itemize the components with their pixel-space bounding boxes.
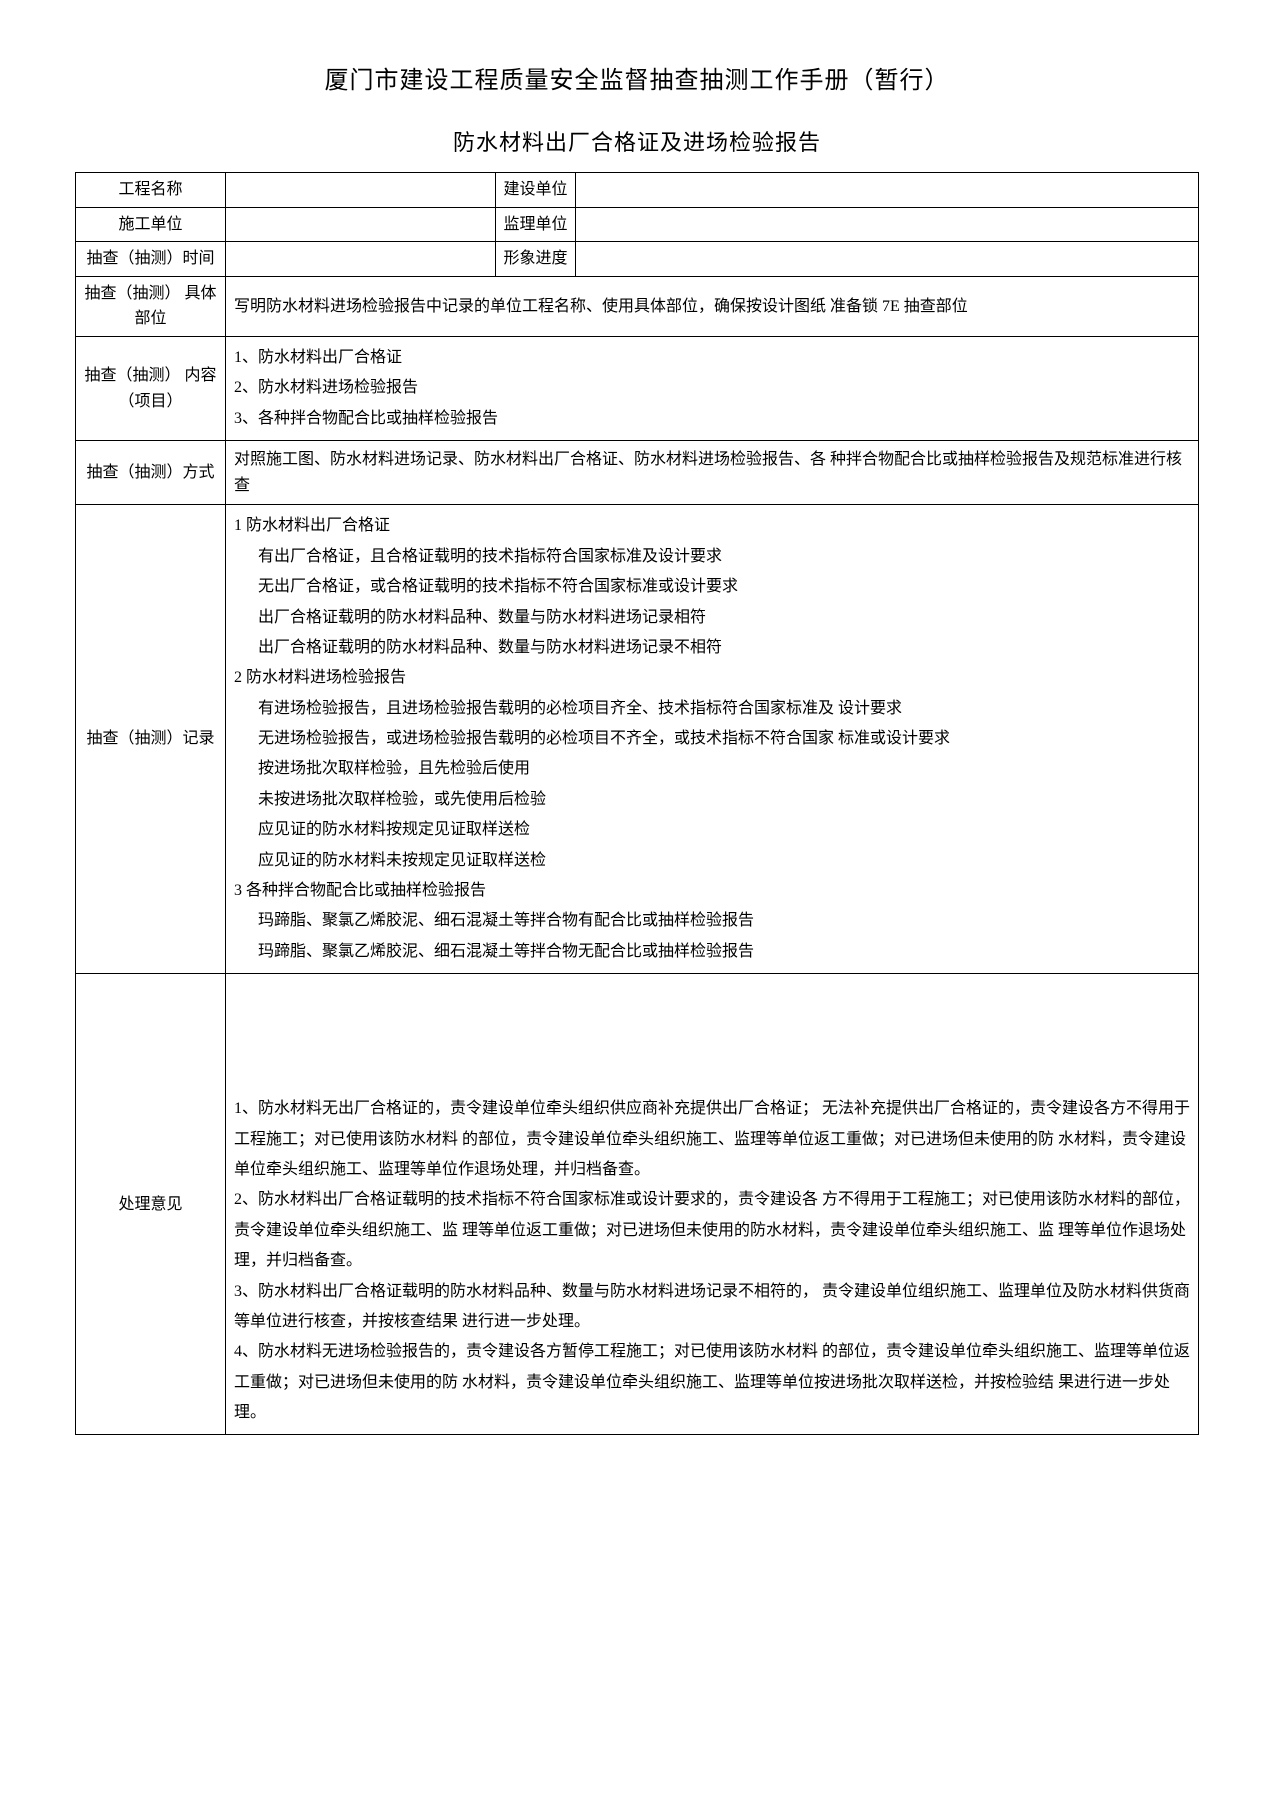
record-l2b: 无进场检验报告，或进场检验报告载明的必检项目不齐全，或技术指标不符合国家 标准或… <box>234 724 1190 754</box>
project-name-label: 工程名称 <box>76 173 226 208</box>
progress-value <box>576 242 1199 277</box>
record-h1: 1 防水材料出厂合格证 <box>234 517 390 534</box>
content-body: 1、防水材料出厂合格证 2、防水材料进场检验报告 3、各种拌合物配合比或抽样检验… <box>226 336 1199 440</box>
location-content: 写明防水材料进场检验报告中记录的单位工程名称、使用具体部位，确保按设计图纸 准备… <box>226 276 1199 336</box>
inspect-time-value <box>226 242 496 277</box>
section-record: 抽查（抽测）记录 1 防水材料出厂合格证 有出厂合格证，且合格证载明的技术指标符… <box>76 505 1199 974</box>
content-line-2: 2、防水材料进场检验报告 <box>234 379 418 396</box>
record-l2a: 有进场检验报告，且进场检验报告载明的必检项目齐全、技术指标符合国家标准及 设计要… <box>234 694 1190 724</box>
build-unit-label: 建设单位 <box>496 173 576 208</box>
record-l3b: 玛蹄脂、聚氯乙烯胶泥、细石混凝土等拌合物无配合比或抽样检验报告 <box>234 937 1190 967</box>
record-content: 1 防水材料出厂合格证 有出厂合格证，且合格证载明的技术指标符合国家标准及设计要… <box>226 505 1199 974</box>
section-content: 抽查（抽测） 内容（项目） 1、防水材料出厂合格证 2、防水材料进场检验报告 3… <box>76 336 1199 440</box>
progress-label: 形象进度 <box>496 242 576 277</box>
section-opinion: 处理意见 1、防水材料无出厂合格证的，责令建设单位牵头组织供应商补充提供出厂合格… <box>76 974 1199 1435</box>
record-l1c: 出厂合格证载明的防水材料品种、数量与防水材料进场记录相符 <box>234 603 1190 633</box>
construct-unit-label: 施工单位 <box>76 207 226 242</box>
record-l3a: 玛蹄脂、聚氯乙烯胶泥、细石混凝土等拌合物有配合比或抽样检验报告 <box>234 906 1190 936</box>
header-row-3: 抽查（抽测）时间 形象进度 <box>76 242 1199 277</box>
opinion-p2: 2、防水材料出厂合格证载明的技术指标不符合国家标准或设计要求的，责令建设各 方不… <box>234 1191 1190 1269</box>
record-l2f: 应见证的防水材料未按规定见证取样送检 <box>234 846 1190 876</box>
build-unit-value <box>576 173 1199 208</box>
location-label: 抽查（抽测） 具体部位 <box>76 276 226 336</box>
record-l2d: 未按进场批次取样检验，或先使用后检验 <box>234 785 1190 815</box>
record-label: 抽查（抽测）记录 <box>76 505 226 974</box>
record-l2e: 应见证的防水材料按规定见证取样送检 <box>234 815 1190 845</box>
opinion-p3: 3、防水材料出厂合格证载明的防水材料品种、数量与防水材料进场记录不相符的， 责令… <box>234 1283 1190 1330</box>
content-label: 抽查（抽测） 内容（项目） <box>76 336 226 440</box>
header-row-2: 施工单位 监理单位 <box>76 207 1199 242</box>
opinion-content: 1、防水材料无出厂合格证的，责令建设单位牵头组织供应商补充提供出厂合格证； 无法… <box>226 974 1199 1435</box>
supervise-unit-value <box>576 207 1199 242</box>
method-label: 抽查（抽测）方式 <box>76 441 226 505</box>
header-row-1: 工程名称 建设单位 <box>76 173 1199 208</box>
section-location: 抽查（抽测） 具体部位 写明防水材料进场检验报告中记录的单位工程名称、使用具体部… <box>76 276 1199 336</box>
main-title: 厦门市建设工程质量安全监督抽查抽测工作手册（暂行） <box>75 60 1199 95</box>
opinion-p1: 1、防水材料无出厂合格证的，责令建设单位牵头组织供应商补充提供出厂合格证； 无法… <box>234 1100 1190 1178</box>
record-l1a: 有出厂合格证，且合格证载明的技术指标符合国家标准及设计要求 <box>234 542 1190 572</box>
inspect-time-label: 抽查（抽测）时间 <box>76 242 226 277</box>
record-l1d: 出厂合格证载明的防水材料品种、数量与防水材料进场记录不相符 <box>234 633 1190 663</box>
content-line-3: 3、各种拌合物配合比或抽样检验报告 <box>234 410 498 427</box>
opinion-p4: 4、防水材料无进场检验报告的，责令建设各方暂停工程施工；对已使用该防水材料 的部… <box>234 1343 1190 1421</box>
construct-unit-value <box>226 207 496 242</box>
record-l1b: 无出厂合格证，或合格证载明的技术指标不符合国家标准或设计要求 <box>234 572 1190 602</box>
method-content: 对照施工图、防水材料进场记录、防水材料出厂合格证、防水材料进场检验报告、各 种拌… <box>226 441 1199 505</box>
opinion-label: 处理意见 <box>76 974 226 1435</box>
project-name-value <box>226 173 496 208</box>
content-line-1: 1、防水材料出厂合格证 <box>234 349 402 366</box>
section-method: 抽查（抽测）方式 对照施工图、防水材料进场记录、防水材料出厂合格证、防水材料进场… <box>76 441 1199 505</box>
sub-title: 防水材料出厂合格证及进场检验报告 <box>75 125 1199 157</box>
record-h2: 2 防水材料进场检验报告 <box>234 669 406 686</box>
record-h3: 3 各种拌合物配合比或抽样检验报告 <box>234 882 486 899</box>
record-l2c: 按进场批次取样检验，且先检验后使用 <box>234 754 1190 784</box>
inspection-table: 工程名称 建设单位 施工单位 监理单位 抽查（抽测）时间 形象进度 抽查（抽测）… <box>75 172 1199 1435</box>
supervise-unit-label: 监理单位 <box>496 207 576 242</box>
